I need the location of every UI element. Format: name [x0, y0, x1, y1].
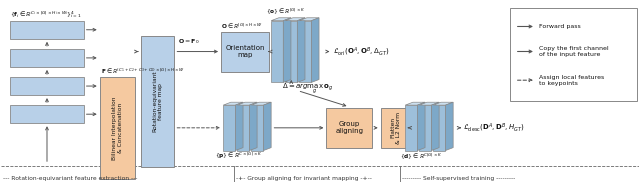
Polygon shape	[419, 102, 439, 105]
Polygon shape	[284, 18, 291, 82]
Polygon shape	[271, 18, 291, 21]
Text: --- Rotation-equivariant feature extraction ---: --- Rotation-equivariant feature extract…	[3, 176, 137, 181]
Polygon shape	[250, 102, 257, 151]
Text: -+- Group aligning for invariant mapping -+--: -+- Group aligning for invariant mapping…	[236, 176, 372, 181]
Text: $\mathcal{L}_{\mathrm{ori}}(\mathbf{O}^A, \mathbf{O}^B, \Delta_{GT})$: $\mathcal{L}_{\mathrm{ori}}(\mathbf{O}^A…	[333, 45, 389, 58]
Bar	[419, 105, 431, 151]
Bar	[223, 105, 236, 151]
Text: Orientation
map: Orientation map	[225, 45, 265, 58]
Text: Group
aligning: Group aligning	[335, 121, 364, 134]
Polygon shape	[285, 18, 305, 21]
Bar	[10, 77, 84, 95]
Bar	[10, 105, 84, 123]
Bar	[252, 105, 264, 151]
Polygon shape	[298, 18, 305, 82]
Polygon shape	[300, 18, 319, 21]
Bar	[141, 36, 174, 167]
Text: --------- Self-supervised training ---------: --------- Self-supervised training -----…	[402, 176, 515, 181]
Bar	[433, 105, 445, 151]
Bar	[237, 105, 250, 151]
Polygon shape	[223, 102, 243, 105]
Bar	[221, 32, 269, 72]
Text: $\hat{\Delta} = \mathit{arg}\max_g\,{\bf o}_g$: $\hat{\Delta} = \mathit{arg}\max_g\,{\bf…	[282, 79, 333, 96]
Bar	[271, 21, 284, 82]
Text: $\{{\bf o}\} \in \mathbb{R}^{|G|\times K}$: $\{{\bf o}\} \in \mathbb{R}^{|G|\times K…	[266, 6, 305, 16]
Polygon shape	[405, 102, 425, 105]
Polygon shape	[431, 102, 439, 151]
Text: $\{{\bf d}\} \in \mathbb{R}^{C|G|\times K}$: $\{{\bf d}\} \in \mathbb{R}^{C|G|\times …	[400, 152, 442, 161]
Polygon shape	[417, 102, 425, 151]
Text: $\mathcal{L}_{\mathrm{desc}}(\mathbf{D}^A, \mathbf{D}^B, H_{GT})$: $\mathcal{L}_{\mathrm{desc}}(\mathbf{D}^…	[463, 122, 525, 134]
Bar	[510, 8, 637, 101]
Bar	[326, 108, 372, 148]
Polygon shape	[445, 102, 453, 151]
Text: ${\bf O} \in \mathbb{R}^{|G|\times H\times W}$: ${\bf O} \in \mathbb{R}^{|G|\times H\tim…	[221, 21, 263, 31]
Text: ${\bf O} = {\bf F}_0$: ${\bf O} = {\bf F}_0$	[177, 37, 199, 46]
Text: Rotation-equivariant
feature map: Rotation-equivariant feature map	[152, 71, 163, 132]
Polygon shape	[237, 102, 257, 105]
Bar	[10, 49, 84, 67]
Bar	[10, 21, 84, 39]
Text: Assign local features
to keypoints: Assign local features to keypoints	[539, 75, 604, 86]
Polygon shape	[433, 102, 453, 105]
Text: ${\bf F} \in \mathbb{R}^{(C_1+C_2+C_3+C_4)\times|G|\times H\times W}$: ${\bf F} \in \mathbb{R}^{(C_1+C_2+C_3+C_…	[101, 67, 185, 76]
Text: $\{{\bf f}_i \in \mathbb{R}^{C_i\times|G|\times H_i\times W_i}\}_{i=1}^4$: $\{{\bf f}_i \in \mathbb{R}^{C_i\times|G…	[10, 9, 82, 20]
Bar	[381, 108, 412, 148]
Text: Forward pass: Forward pass	[539, 24, 580, 29]
Bar	[100, 77, 135, 179]
Polygon shape	[312, 18, 319, 82]
Bar	[285, 21, 298, 82]
Polygon shape	[236, 102, 243, 151]
Text: Bilinear Interpolation
& Concatenation: Bilinear Interpolation & Concatenation	[112, 96, 123, 160]
Text: Copy the first channel
of the input feature: Copy the first channel of the input feat…	[539, 46, 609, 57]
Text: $\{{\bf p}\} \in \mathbb{R}^{C\times|G|\times K}$: $\{{\bf p}\} \in \mathbb{R}^{C\times|G|\…	[214, 151, 262, 161]
Polygon shape	[264, 102, 271, 151]
Bar	[300, 21, 312, 82]
Polygon shape	[252, 102, 271, 105]
Text: Flatten
& L2 Norm: Flatten & L2 Norm	[390, 112, 401, 144]
Bar	[405, 105, 417, 151]
